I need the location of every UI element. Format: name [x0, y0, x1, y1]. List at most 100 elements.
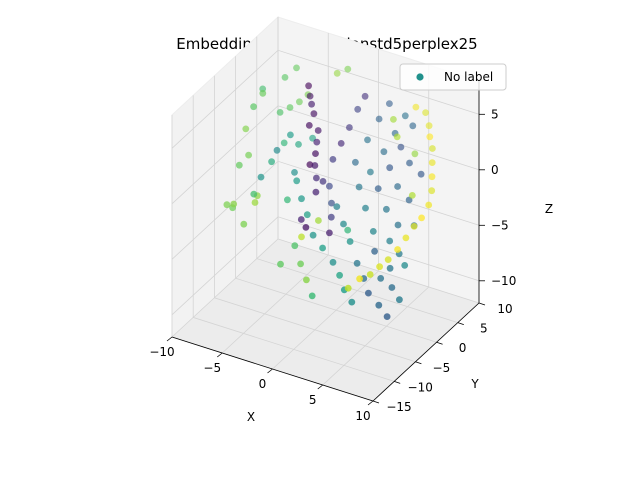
scatter-point [362, 93, 369, 100]
scatter-point [319, 245, 326, 252]
scatter-point [386, 164, 393, 171]
scatter-point [312, 162, 319, 169]
scatter-point [428, 187, 435, 194]
scatter-point [371, 248, 378, 255]
scatter-point [296, 98, 303, 105]
scatter-point [394, 246, 401, 253]
scatter-point [303, 224, 310, 231]
scatter-point [344, 227, 351, 234]
scatter-point [334, 70, 341, 77]
scatter-point [409, 192, 416, 199]
scatter-point [304, 211, 311, 218]
scatter-point [287, 104, 294, 111]
scatter-point [330, 156, 337, 163]
scatter-point [277, 109, 284, 116]
scatter-point [281, 140, 288, 147]
scatter-point [356, 275, 363, 282]
scatter-point [307, 93, 314, 100]
scatter-point [293, 177, 300, 184]
x-tick-label: 10 [355, 409, 370, 423]
scatter-point [291, 169, 298, 176]
scatter-point [313, 175, 320, 182]
scatter-point [418, 171, 425, 178]
scatter-point [401, 262, 408, 269]
scatter-point [326, 183, 333, 190]
scatter-point [411, 223, 418, 230]
scatter-point [386, 100, 393, 107]
scatter-point [396, 296, 403, 303]
scatter-point [370, 228, 377, 235]
scatter-point [344, 66, 351, 73]
scatter-point [390, 116, 397, 123]
scatter-point [375, 302, 382, 309]
z-tick-label: 0 [491, 163, 499, 177]
scatter-point [242, 125, 249, 132]
scatter-point [282, 74, 289, 81]
scatter-point [315, 127, 322, 134]
scatter-point [394, 134, 401, 141]
scatter-point [429, 145, 436, 152]
scatter-point [354, 106, 361, 113]
legend-marker [416, 73, 423, 80]
scatter-point [389, 284, 396, 291]
scatter-point [347, 238, 354, 245]
scatter-point [328, 214, 335, 221]
scatter-point [305, 82, 312, 89]
scatter-point [326, 230, 333, 237]
scatter-point [320, 178, 327, 185]
y-tick-label: 5 [480, 322, 488, 336]
scatter-point [277, 261, 284, 268]
y-tick-label: −10 [408, 380, 433, 394]
scatter-point [309, 293, 316, 300]
scatter-point [375, 185, 382, 192]
scatter-point [412, 150, 419, 157]
scatter-point [310, 232, 317, 239]
scatter-point [313, 139, 320, 146]
scatter-point [338, 140, 345, 147]
scatter-point [376, 263, 383, 270]
scatter-point [403, 235, 410, 242]
z-tick-label: −10 [491, 274, 516, 288]
scatter-point [384, 313, 391, 320]
scatter-point [236, 162, 243, 169]
z-tick-label: 5 [491, 107, 499, 121]
scatter-point [367, 169, 374, 176]
scatter-point [252, 199, 259, 206]
scatter-point [418, 215, 425, 222]
scatter-point [354, 260, 361, 267]
x-axis-label: X [247, 410, 255, 424]
scatter-point [340, 221, 347, 228]
z-tick-label: −5 [491, 218, 509, 232]
scatter-point [345, 285, 352, 292]
scatter-point [298, 234, 305, 241]
scatter-point [258, 174, 265, 181]
scatter-point [348, 299, 355, 306]
scatter-point [315, 217, 322, 224]
scatter-point [367, 271, 374, 278]
scatter-point [284, 196, 291, 203]
scatter-point [365, 290, 372, 297]
scatter-point [311, 110, 318, 117]
scatter-point [250, 103, 257, 110]
scatter-point [356, 184, 363, 191]
scatter-point [376, 116, 383, 123]
scatter-point [362, 205, 369, 212]
scatter-point [293, 65, 300, 72]
scatter-point [313, 189, 320, 196]
scatter-point [298, 216, 305, 223]
scatter-point [230, 201, 237, 208]
scatter-point [245, 152, 252, 159]
scatter-point [364, 137, 371, 144]
scatter-point [240, 221, 247, 228]
scatter-point [224, 201, 231, 208]
x-tick-label: 0 [259, 377, 267, 391]
x-tick-label: −10 [149, 345, 174, 359]
scatter-point [422, 109, 429, 116]
scatter-point [336, 272, 343, 279]
y-tick-label: −5 [433, 361, 451, 375]
y-tick-label: −15 [386, 400, 411, 414]
y-axis-label: Y [470, 377, 479, 391]
legend-entry-label: No label [444, 70, 493, 84]
scatter-point [387, 265, 394, 272]
